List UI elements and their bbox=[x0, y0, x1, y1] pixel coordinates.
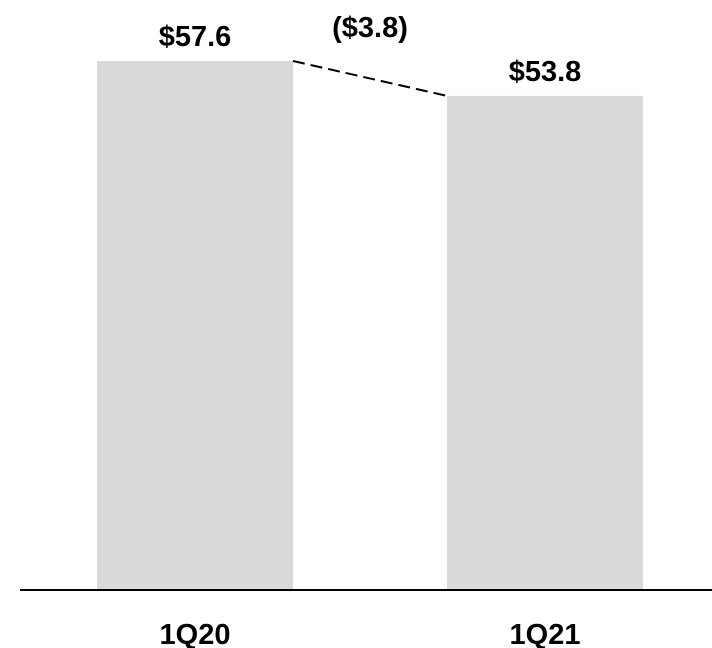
x-tick-label-1q21: 1Q21 bbox=[510, 619, 581, 648]
value-label-1q20: $57.6 bbox=[159, 21, 232, 53]
x-tick-labels-group: 1Q20 1Q21 bbox=[160, 619, 581, 648]
change-label: ($3.8) bbox=[332, 12, 408, 44]
x-tick-label-1q20: 1Q20 bbox=[160, 619, 231, 648]
bar-1q20 bbox=[97, 61, 293, 590]
bar-1q21 bbox=[447, 95, 643, 591]
change-connector-line bbox=[292, 60, 448, 97]
data-labels-group: $57.6 $53.8 bbox=[159, 21, 582, 88]
value-label-1q21: $53.8 bbox=[509, 56, 582, 88]
bars-group bbox=[97, 61, 643, 591]
